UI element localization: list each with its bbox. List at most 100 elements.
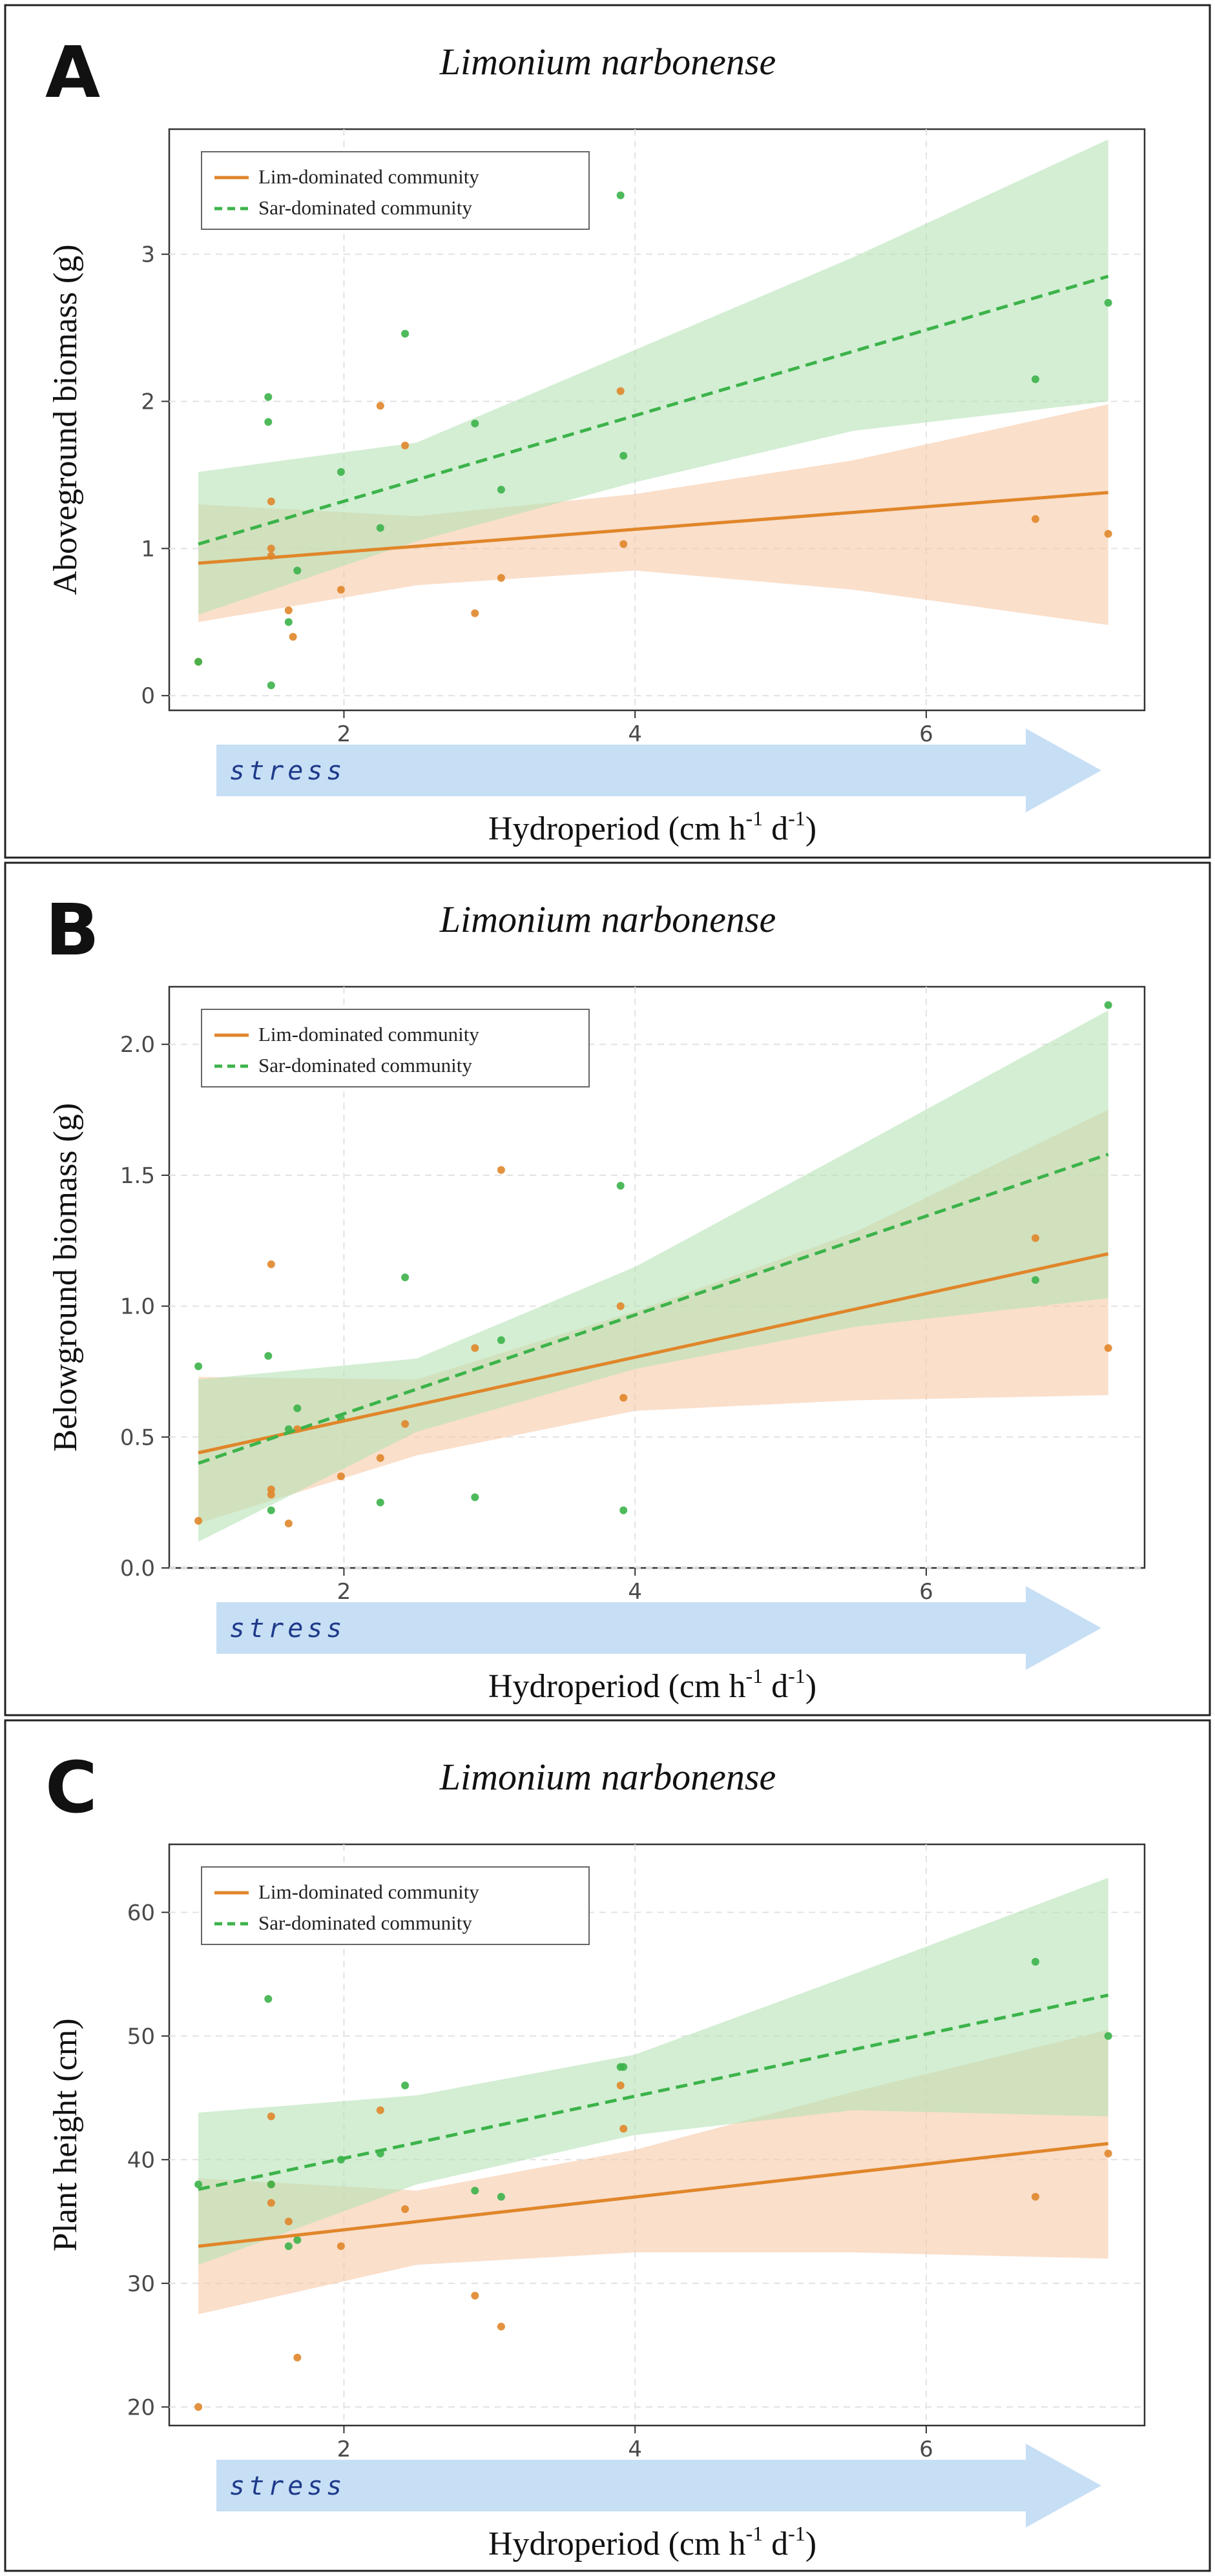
data-points <box>194 191 1112 690</box>
sar-data-point <box>267 681 275 690</box>
lim-data-point <box>1104 2149 1112 2158</box>
sar-data-point <box>293 2236 302 2244</box>
sar-data-point <box>376 1498 384 1507</box>
data-points <box>194 1957 1112 2411</box>
y-ticks: 0 1 2 3 <box>141 242 169 709</box>
sar-data-point <box>401 2081 410 2090</box>
lim-fit-line <box>198 2141 1108 2248</box>
x-axis-label: Hydroperiod (cm h-1 d-1) <box>488 2522 816 2562</box>
fit-lines <box>198 274 1109 565</box>
sar-data-point <box>497 2192 505 2201</box>
panel-a: A Limonium narbonense 0 1 2 3 2 4 6 Lim-domin… <box>4 4 1211 859</box>
lim-data-point <box>401 1420 410 1428</box>
sar-data-point <box>1104 298 1112 307</box>
lim-data-point <box>1104 530 1112 538</box>
x-tick-label: 2 <box>337 2437 351 2462</box>
sar-confidence-band <box>198 1877 1108 2265</box>
lim-data-point <box>289 633 297 641</box>
lim-data-point <box>267 2199 275 2207</box>
confidence-bands <box>198 139 1108 625</box>
lim-data-point <box>194 1517 203 1525</box>
sar-data-point <box>619 1506 628 1514</box>
lim-data-point <box>284 2218 293 2225</box>
sar-data-point <box>471 419 479 428</box>
sar-confidence-band <box>198 1010 1108 1542</box>
sar-data-point <box>619 2063 628 2071</box>
sar-fit-line <box>198 1153 1109 1465</box>
y-tick-label: 1.0 <box>120 1294 155 1320</box>
legend-box <box>201 1009 590 1087</box>
lim-data-point <box>267 544 275 553</box>
lim-data-point <box>284 1520 293 1528</box>
lim-data-point <box>471 609 479 617</box>
y-tick-label: 3 <box>141 242 155 268</box>
y-tick-label: 30 <box>127 2271 155 2297</box>
lim-data-point <box>337 2242 345 2251</box>
stress-arrow: stress <box>216 728 1101 812</box>
x-tick-label: 6 <box>919 2437 933 2462</box>
x-axis-label: Hydroperiod (cm h-1 d-1) <box>488 1664 816 1705</box>
stress-label: stress <box>229 1614 346 1643</box>
y-axis-label: Aboveground biomass (g) <box>47 244 84 595</box>
sar-data-point <box>1104 2032 1112 2040</box>
y-axis-label: Belowground biomass (g) <box>47 1103 84 1452</box>
lim-data-point <box>619 1394 628 1402</box>
stress-arrow-shape <box>216 728 1101 812</box>
lim-data-point <box>401 2205 410 2213</box>
panel-letter: A <box>45 31 100 114</box>
lim-data-point <box>497 573 505 582</box>
sar-data-point <box>497 1336 505 1345</box>
legend-lim-label: Lim-dominated community <box>258 1880 479 1903</box>
panel-title: Limonium narbonense <box>439 898 776 940</box>
y-tick-label: 50 <box>127 2024 155 2050</box>
sar-data-point <box>194 1362 203 1370</box>
y-axis-label: Plant height (cm) <box>47 2018 84 2251</box>
panel-letter: C <box>45 1746 98 1829</box>
lim-data-point <box>376 2106 384 2114</box>
lim-data-point <box>284 606 293 615</box>
sar-data-point <box>264 418 273 426</box>
sar-data-point <box>194 657 203 666</box>
sar-data-point <box>619 451 628 460</box>
legend-sar-label: Sar-dominated community <box>258 196 472 219</box>
y-tick-label: 20 <box>127 2395 155 2420</box>
y-tick-label: 0.5 <box>120 1425 155 1450</box>
x-tick-label: 6 <box>919 721 933 747</box>
sar-data-point <box>267 2180 275 2189</box>
sar-data-point <box>293 1404 302 1412</box>
lim-data-point <box>616 1302 625 1310</box>
lim-data-point <box>619 2125 628 2133</box>
lim-data-point <box>616 387 625 395</box>
y-tick-label: 2.0 <box>120 1032 155 1058</box>
x-tick-label: 4 <box>628 1579 642 1605</box>
lim-fit-line <box>198 1252 1109 1455</box>
lim-data-point <box>1032 515 1039 523</box>
lim-data-point <box>293 2353 302 2362</box>
x-tick-label: 4 <box>628 2437 642 2462</box>
lim-data-point <box>376 402 384 410</box>
lim-data-point <box>267 497 275 506</box>
y-tick-label: 1 <box>141 536 155 562</box>
y-ticks: 0.0 0.5 1.0 1.5 2.0 <box>120 1032 169 1582</box>
lim-data-point <box>1032 1234 1039 1242</box>
panel-title: Limonium narbonense <box>439 1756 776 1798</box>
y-tick-label: 2 <box>141 389 155 415</box>
lim-data-point <box>401 441 410 449</box>
fit-lines <box>198 1153 1109 1465</box>
stress-arrow: stress <box>216 2444 1101 2528</box>
stress-label: stress <box>229 756 346 786</box>
stress-arrow-shape <box>216 1586 1101 1670</box>
lim-data-point <box>1032 2192 1039 2201</box>
legend-lim-label: Lim-dominated community <box>258 165 479 188</box>
lim-data-point <box>1104 1344 1112 1352</box>
sar-data-point <box>1104 1001 1112 1009</box>
sar-data-point <box>471 1493 479 1501</box>
legend-box <box>201 151 590 230</box>
y-tick-label: 40 <box>127 2147 155 2173</box>
lim-data-point <box>267 1490 275 1499</box>
sar-data-point <box>1032 1276 1039 1284</box>
panel-b: B Limonium narbonense 0.0 0.5 1.0 1.5 2.0 2 4… <box>4 861 1211 1716</box>
panel-title: Limonium narbonense <box>439 41 776 83</box>
lim-data-point <box>616 2081 625 2090</box>
